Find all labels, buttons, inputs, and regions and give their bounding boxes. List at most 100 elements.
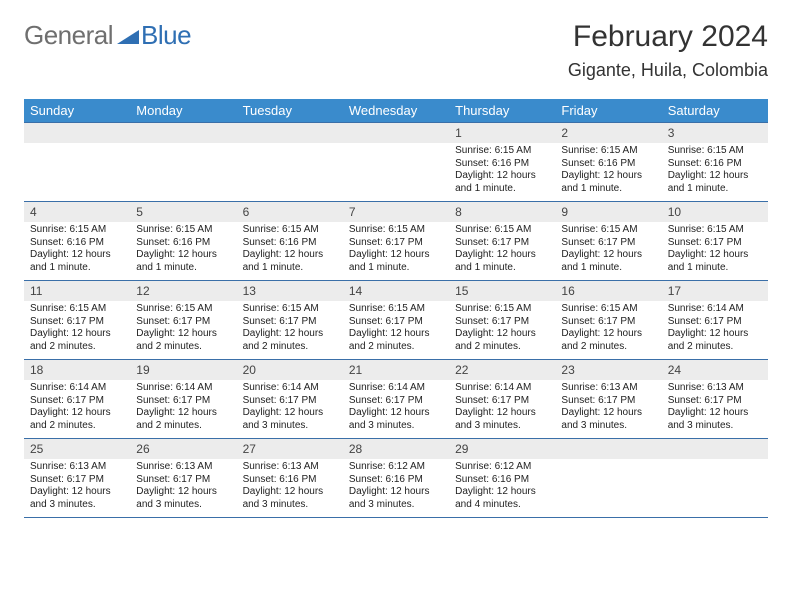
sunrise-text: Sunrise: 6:14 AM	[455, 382, 549, 395]
day-number-cell: 27	[237, 439, 343, 460]
day-number-cell: 9	[555, 202, 661, 223]
day-number-cell	[237, 123, 343, 144]
sunset-text: Sunset: 6:17 PM	[561, 316, 655, 329]
day-data-cell: Sunrise: 6:14 AMSunset: 6:17 PMDaylight:…	[343, 380, 449, 439]
day-number-cell: 16	[555, 281, 661, 302]
day-number-row: 11121314151617	[24, 281, 768, 302]
sunrise-text: Sunrise: 6:14 AM	[668, 303, 762, 316]
day-data-cell: Sunrise: 6:15 AMSunset: 6:16 PMDaylight:…	[662, 143, 768, 202]
day-data-cell	[343, 143, 449, 202]
day-data-row: Sunrise: 6:14 AMSunset: 6:17 PMDaylight:…	[24, 380, 768, 439]
day-data-cell	[24, 143, 130, 202]
sunset-text: Sunset: 6:17 PM	[668, 395, 762, 408]
day-number-cell: 23	[555, 360, 661, 381]
daylight-text: Daylight: 12 hours and 2 minutes.	[561, 328, 655, 353]
logo-text-general: General	[24, 20, 113, 51]
daylight-text: Daylight: 12 hours and 1 minute.	[455, 170, 549, 195]
day-number-cell: 20	[237, 360, 343, 381]
day-data-cell: Sunrise: 6:15 AMSunset: 6:16 PMDaylight:…	[449, 143, 555, 202]
sunrise-text: Sunrise: 6:15 AM	[30, 224, 124, 237]
sunrise-text: Sunrise: 6:15 AM	[349, 224, 443, 237]
day-data-cell	[130, 143, 236, 202]
daylight-text: Daylight: 12 hours and 3 minutes.	[30, 486, 124, 511]
day-number-row: 2526272829	[24, 439, 768, 460]
sunrise-text: Sunrise: 6:13 AM	[136, 461, 230, 474]
day-number-cell	[343, 123, 449, 144]
daylight-text: Daylight: 12 hours and 2 minutes.	[349, 328, 443, 353]
day-number-cell: 17	[662, 281, 768, 302]
sunrise-text: Sunrise: 6:15 AM	[455, 224, 549, 237]
sunset-text: Sunset: 6:17 PM	[243, 316, 337, 329]
sunrise-text: Sunrise: 6:14 AM	[349, 382, 443, 395]
logo-triangle-icon	[117, 26, 139, 49]
sunset-text: Sunset: 6:17 PM	[243, 395, 337, 408]
day-data-cell: Sunrise: 6:12 AMSunset: 6:16 PMDaylight:…	[343, 459, 449, 518]
day-data-cell: Sunrise: 6:14 AMSunset: 6:17 PMDaylight:…	[449, 380, 555, 439]
day-data-cell: Sunrise: 6:14 AMSunset: 6:17 PMDaylight:…	[24, 380, 130, 439]
daylight-text: Daylight: 12 hours and 1 minute.	[349, 249, 443, 274]
day-number-cell: 29	[449, 439, 555, 460]
daylight-text: Daylight: 12 hours and 2 minutes.	[668, 328, 762, 353]
sunset-text: Sunset: 6:17 PM	[136, 395, 230, 408]
day-data-cell: Sunrise: 6:15 AMSunset: 6:17 PMDaylight:…	[662, 222, 768, 281]
day-data-cell: Sunrise: 6:15 AMSunset: 6:16 PMDaylight:…	[237, 222, 343, 281]
weekday-header: Wednesday	[343, 99, 449, 123]
daylight-text: Daylight: 12 hours and 1 minute.	[561, 170, 655, 195]
day-number-cell: 25	[24, 439, 130, 460]
day-data-row: Sunrise: 6:13 AMSunset: 6:17 PMDaylight:…	[24, 459, 768, 518]
page-title: February 2024	[568, 20, 768, 54]
daylight-text: Daylight: 12 hours and 1 minute.	[455, 249, 549, 274]
day-number-row: 45678910	[24, 202, 768, 223]
day-number-cell: 26	[130, 439, 236, 460]
sunset-text: Sunset: 6:17 PM	[561, 237, 655, 250]
weekday-header: Friday	[555, 99, 661, 123]
day-number-cell: 1	[449, 123, 555, 144]
day-data-cell: Sunrise: 6:15 AMSunset: 6:17 PMDaylight:…	[130, 301, 236, 360]
sunrise-text: Sunrise: 6:12 AM	[349, 461, 443, 474]
day-data-cell: Sunrise: 6:15 AMSunset: 6:17 PMDaylight:…	[555, 301, 661, 360]
day-number-row: 18192021222324	[24, 360, 768, 381]
sunset-text: Sunset: 6:17 PM	[668, 316, 762, 329]
day-number-row: 123	[24, 123, 768, 144]
sunrise-text: Sunrise: 6:15 AM	[243, 224, 337, 237]
sunrise-text: Sunrise: 6:15 AM	[561, 303, 655, 316]
day-number-cell: 5	[130, 202, 236, 223]
sunrise-text: Sunrise: 6:14 AM	[136, 382, 230, 395]
daylight-text: Daylight: 12 hours and 4 minutes.	[455, 486, 549, 511]
day-data-cell: Sunrise: 6:15 AMSunset: 6:17 PMDaylight:…	[449, 301, 555, 360]
daylight-text: Daylight: 12 hours and 2 minutes.	[136, 407, 230, 432]
daylight-text: Daylight: 12 hours and 2 minutes.	[30, 328, 124, 353]
sunset-text: Sunset: 6:16 PM	[243, 237, 337, 250]
daylight-text: Daylight: 12 hours and 3 minutes.	[349, 407, 443, 432]
daylight-text: Daylight: 12 hours and 3 minutes.	[561, 407, 655, 432]
sunrise-text: Sunrise: 6:15 AM	[243, 303, 337, 316]
day-number-cell: 6	[237, 202, 343, 223]
weekday-header: Monday	[130, 99, 236, 123]
sunrise-text: Sunrise: 6:15 AM	[455, 145, 549, 158]
day-data-cell: Sunrise: 6:15 AMSunset: 6:17 PMDaylight:…	[24, 301, 130, 360]
sunrise-text: Sunrise: 6:15 AM	[561, 145, 655, 158]
weekday-header: Thursday	[449, 99, 555, 123]
sunrise-text: Sunrise: 6:13 AM	[561, 382, 655, 395]
day-data-cell: Sunrise: 6:15 AMSunset: 6:17 PMDaylight:…	[449, 222, 555, 281]
day-data-cell: Sunrise: 6:13 AMSunset: 6:17 PMDaylight:…	[555, 380, 661, 439]
sunset-text: Sunset: 6:16 PM	[136, 237, 230, 250]
day-number-cell	[130, 123, 236, 144]
daylight-text: Daylight: 12 hours and 1 minute.	[668, 249, 762, 274]
daylight-text: Daylight: 12 hours and 3 minutes.	[455, 407, 549, 432]
day-number-cell: 14	[343, 281, 449, 302]
day-data-cell: Sunrise: 6:15 AMSunset: 6:16 PMDaylight:…	[130, 222, 236, 281]
daylight-text: Daylight: 12 hours and 3 minutes.	[349, 486, 443, 511]
sunset-text: Sunset: 6:17 PM	[668, 237, 762, 250]
sunrise-text: Sunrise: 6:14 AM	[243, 382, 337, 395]
header: General Blue February 2024 Gigante, Huil…	[24, 20, 768, 81]
sunset-text: Sunset: 6:17 PM	[349, 395, 443, 408]
day-number-cell: 11	[24, 281, 130, 302]
day-number-cell: 13	[237, 281, 343, 302]
day-data-cell: Sunrise: 6:13 AMSunset: 6:17 PMDaylight:…	[662, 380, 768, 439]
sunrise-text: Sunrise: 6:15 AM	[136, 303, 230, 316]
sunset-text: Sunset: 6:17 PM	[455, 237, 549, 250]
day-data-cell: Sunrise: 6:15 AMSunset: 6:17 PMDaylight:…	[343, 301, 449, 360]
daylight-text: Daylight: 12 hours and 2 minutes.	[455, 328, 549, 353]
sunset-text: Sunset: 6:16 PM	[349, 474, 443, 487]
